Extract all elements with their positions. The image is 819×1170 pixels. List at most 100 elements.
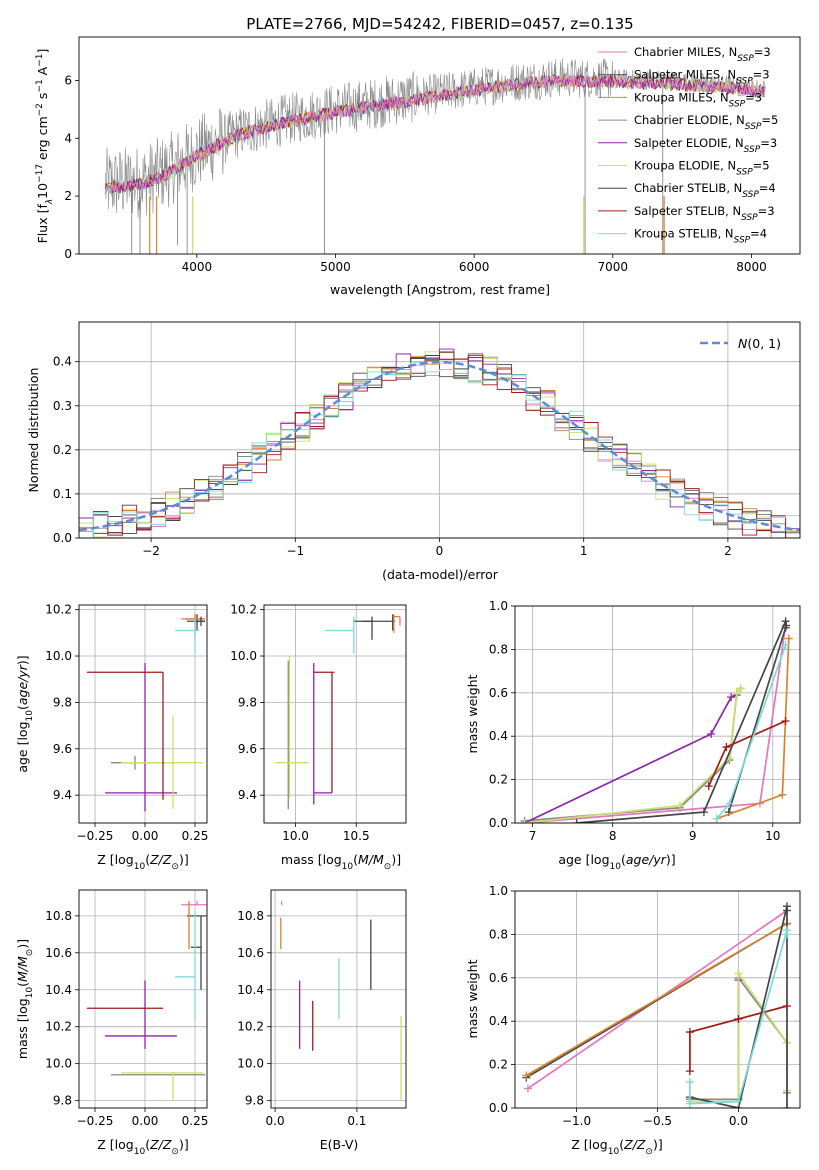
text-span: mass weight	[465, 674, 480, 753]
legend-entry: Chabrier ELODIE, NSSP=5	[634, 113, 778, 132]
x-tick-label: 1	[580, 544, 588, 558]
text-span: Kroupa MILES, N	[634, 90, 729, 104]
y-tick-label: 0	[64, 247, 72, 261]
x-tick-label: 10	[765, 829, 780, 843]
y-tick-label: 10.8	[45, 909, 72, 923]
y-tick-label: 0.8	[489, 642, 508, 656]
text-span: SSP	[737, 54, 754, 64]
mass-weight-marker	[725, 799, 734, 808]
age-vs-Z-axes: −0.25 0.00 0.25 9.4 9.6 9.8 10.0 10.2	[45, 603, 208, 843]
mass-weight-marker	[572, 819, 581, 823]
text-span: ⊙	[384, 862, 392, 872]
massweight-vs-Z-frame	[514, 890, 801, 1109]
y-tick-label: 0.4	[53, 355, 72, 369]
text-span: SSP	[734, 236, 751, 246]
text-span: )]	[179, 1137, 189, 1152]
legend-entry: Salpeter ELODIE, NSSP=3	[634, 136, 777, 155]
massweight-z-y-label: mass weight	[465, 959, 480, 1038]
x-tick-label: 0	[436, 544, 444, 558]
x-tick-label: 0.1	[347, 1114, 366, 1128]
y-tick-label: 0.2	[53, 443, 72, 457]
text-span: erg cm	[35, 116, 50, 164]
legend-entry: Kroupa MILES, NSSP=3	[634, 90, 762, 109]
x-tick-label: 2	[724, 544, 732, 558]
mass-weight-marker	[734, 969, 743, 978]
y-tick-label: 10.2	[237, 1020, 264, 1034]
spectrum-axes: 4000 5000 6000 7000 8000 0 2 4 6	[64, 73, 766, 274]
mass-weight-marker	[783, 1104, 792, 1108]
text-span: )]	[15, 655, 30, 665]
massweight-age-y-label: mass weight	[465, 674, 480, 753]
text-span: Z/Z	[623, 1137, 646, 1152]
text-span: =3	[754, 45, 771, 59]
text-span: (	[15, 705, 30, 710]
text-span: −2	[35, 103, 45, 116]
text-span: (0, 1)	[747, 336, 781, 351]
mass-weight-marker	[685, 1067, 694, 1076]
x-tick-label: 0.00	[132, 1114, 159, 1128]
y-tick-label: 0.0	[489, 816, 508, 830]
mass-weight-marker	[685, 1099, 694, 1108]
text-span: ⊙	[645, 1147, 653, 1157]
figure-title: PLATE=2766, MJD=54242, FIBERID=0457, z=0…	[246, 15, 633, 33]
mass-weight-marker	[722, 743, 731, 752]
massweight-vs-Z-lines	[522, 902, 792, 1108]
mass-z-x-label: Z [log10(Z/Z⊙)]	[97, 1137, 188, 1157]
text-span: N	[738, 336, 748, 351]
residuals-axes: −2 −1 0 1 2 0.0 0.1 0.2 0.3 0.4	[53, 322, 800, 558]
mass-weight-marker	[699, 808, 708, 817]
massweight-age-x-label: age [log10(age/yr)]	[558, 852, 675, 872]
text-span: SSP	[745, 122, 762, 132]
mass-weight-marker	[685, 1077, 694, 1086]
text-span: )]	[653, 1137, 663, 1152]
text-span: (	[145, 1137, 150, 1152]
residual-histogram	[79, 354, 800, 538]
y-tick-label: 9.4	[238, 788, 257, 802]
mass-vs-Z-frame	[78, 889, 208, 1109]
text-span: M/M	[15, 956, 30, 982]
observed-spectrum	[105, 58, 766, 220]
x-tick-label: 0.25	[182, 829, 209, 843]
mass-weight-marker	[781, 641, 790, 650]
text-span: s	[35, 93, 50, 104]
y-tick-label: 10.4	[237, 983, 264, 997]
text-span: 10	[134, 862, 146, 872]
text-span: A	[35, 66, 50, 79]
text-span: 10	[25, 987, 35, 999]
x-tick-label: 0.25	[182, 1114, 209, 1128]
y-tick-label: 0.4	[489, 1014, 508, 1028]
x-tick-label: −1	[286, 544, 304, 558]
spectrum-lines	[104, 58, 766, 254]
text-span: ]	[35, 49, 50, 54]
mass-weight-line	[716, 644, 787, 820]
x-tick-label: −0.5	[643, 1114, 672, 1128]
y-tick-label: 10.4	[45, 983, 72, 997]
text-span: =3	[753, 68, 770, 82]
age-z-y-label: age [log10(age/yr)]	[15, 655, 35, 772]
text-span: mass [log	[15, 998, 30, 1059]
mass-weight-line	[727, 627, 787, 813]
y-tick-label: 1.0	[489, 599, 508, 613]
mass-weight-marker	[704, 782, 713, 791]
text-span: Kroupa STELIB, N	[634, 227, 734, 241]
text-span: (	[619, 1137, 624, 1152]
text-span: SSP	[742, 190, 759, 200]
text-span: −17	[35, 164, 45, 183]
text-span: Chabrier ELODIE, N	[634, 113, 745, 127]
text-span: =3	[760, 136, 777, 150]
mass-weight-marker	[783, 1002, 792, 1011]
x-tick-label: 0.00	[132, 829, 159, 843]
y-tick-label: 10.0	[230, 649, 257, 663]
text-span: SSP	[741, 213, 758, 223]
age-z-x-label: Z [log10(Z/Z⊙)]	[97, 852, 188, 872]
y-tick-label: 1.0	[489, 884, 508, 898]
mass-weight-line	[689, 970, 788, 1103]
mass-weight-marker	[707, 730, 716, 739]
mass-weight-marker	[783, 930, 792, 939]
y-tick-label: 10.6	[45, 946, 72, 960]
text-span: Salpeter STELIB, N	[634, 204, 741, 218]
model-spectrum	[105, 74, 765, 193]
text-span: (	[621, 852, 626, 867]
y-tick-label: 0.2	[489, 773, 508, 787]
y-tick-label: 9.8	[245, 1094, 264, 1108]
